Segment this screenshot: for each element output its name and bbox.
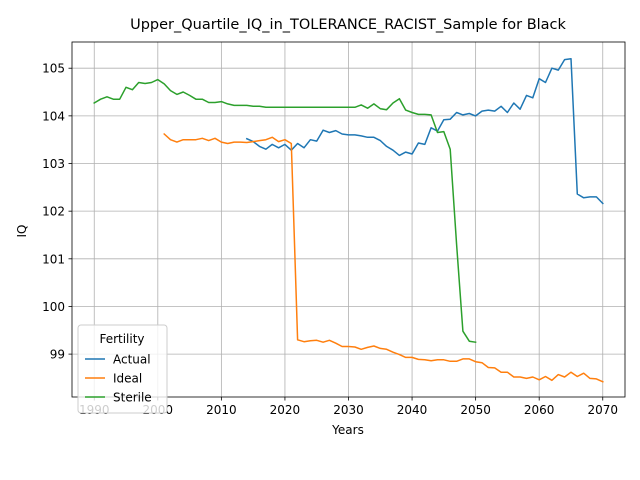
y-tick-label: 101 bbox=[42, 252, 65, 266]
x-axis-label: Years bbox=[331, 423, 364, 437]
x-tick-label: 2020 bbox=[270, 403, 301, 417]
x-tick-label: 2060 bbox=[524, 403, 555, 417]
legend-title: Fertility bbox=[99, 332, 144, 346]
legend-items: Actual Ideal Sterile bbox=[85, 353, 152, 405]
y-axis-label: IQ bbox=[15, 225, 29, 238]
legend-label-actual: Actual bbox=[113, 353, 151, 367]
legend-box bbox=[77, 324, 168, 414]
series-line-sterile bbox=[93, 78, 477, 344]
y-tick-label: 103 bbox=[42, 157, 65, 171]
legend: Fertility Actual Ideal Sterile bbox=[77, 324, 168, 414]
y-tick-label: 100 bbox=[42, 300, 65, 314]
x-tick-label: 2070 bbox=[587, 403, 618, 417]
x-tick-label: 2010 bbox=[206, 403, 237, 417]
y-tick-label: 99 bbox=[50, 348, 65, 362]
x-tick-label: 2030 bbox=[333, 403, 364, 417]
series-line-actual bbox=[245, 57, 604, 205]
series-line-ideal bbox=[163, 132, 604, 383]
x-tick-label: 2040 bbox=[397, 403, 428, 417]
y-tick-label: 105 bbox=[42, 62, 65, 76]
x-tick-label: 2050 bbox=[460, 403, 491, 417]
legend-label-ideal: Ideal bbox=[113, 372, 142, 386]
legend-label-sterile: Sterile bbox=[113, 391, 152, 405]
y-tick-label: 104 bbox=[42, 109, 65, 123]
series-layer bbox=[93, 57, 604, 383]
y-tick-label: 102 bbox=[42, 205, 65, 219]
chart-title: Upper_Quartile_IQ_in_TOLERANCE_RACIST_Sa… bbox=[130, 17, 566, 33]
